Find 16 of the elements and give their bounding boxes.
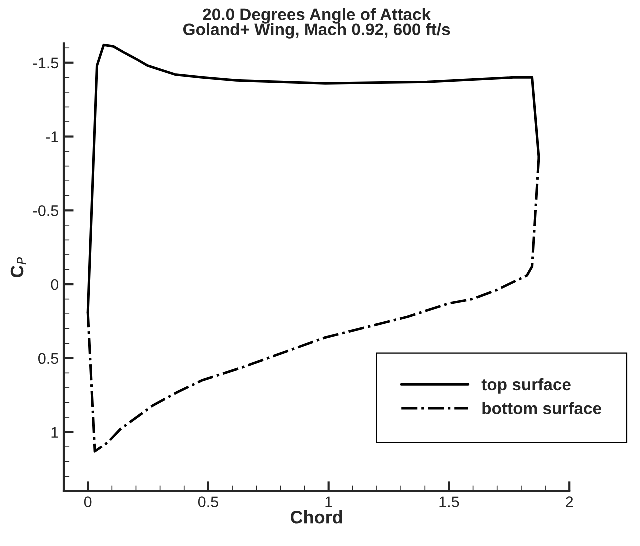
x-axis-title: Chord <box>290 510 342 524</box>
y-tick-label: 0 <box>51 279 59 290</box>
y-axis-title: C$_{P}$ <box>10 257 26 278</box>
x-tick-label: 1 <box>326 496 332 508</box>
chart-title: 20.0 Degrees Angle of Attack Goland+ Wing, Mach 0.92, 600 ft/s <box>184 8 450 39</box>
y-tick-label: 0.5 <box>38 353 58 364</box>
y-tick-label: -1 <box>46 132 58 142</box>
y-tick-label: -1.5 <box>33 58 58 69</box>
y-tick-label: 1 <box>52 427 58 438</box>
legend-label: bottom surface <box>482 402 602 414</box>
x-tick-label: 2 <box>566 496 574 508</box>
x-tick-label: 0 <box>84 496 92 508</box>
legend-label: top surface <box>482 378 571 394</box>
x-tick-label: 0.5 <box>198 496 218 508</box>
x-tick-label: 1.5 <box>440 496 460 508</box>
y-tick-label: -0.5 <box>33 206 58 216</box>
